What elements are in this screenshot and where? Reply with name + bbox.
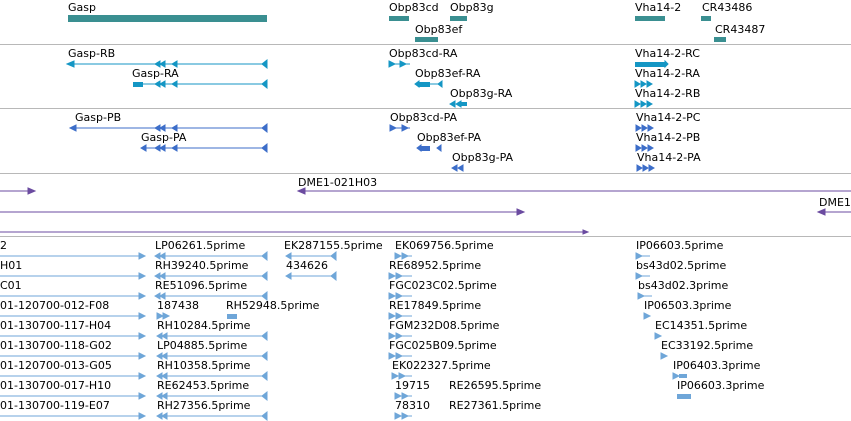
est-label[interactable]: RE26595.5prime — [449, 379, 542, 392]
est-label[interactable]: LP04885.5prime — [157, 339, 248, 352]
est-label[interactable]: RE17849.5prime — [389, 299, 482, 312]
transcript-label[interactable]: Vha14-2-RC — [635, 47, 700, 60]
gene-label[interactable]: Obp83cd — [389, 1, 439, 14]
protein-glyphs — [68, 122, 655, 172]
est-label[interactable]: 01-130700-017-H10 — [0, 379, 112, 392]
est-label[interactable]: RE27361.5prime — [449, 399, 542, 412]
clone-label[interactable]: DME1-021H03 — [298, 176, 378, 189]
gene-label[interactable]: CR43486 — [702, 1, 753, 14]
transcript-label[interactable]: Vha14-2-RB — [635, 87, 701, 100]
est-label[interactable]: bs43d02.3prime — [638, 279, 729, 292]
est-label[interactable]: 01-130700-117-H04 — [0, 319, 112, 332]
clone-label[interactable]: DME1 — [819, 196, 851, 209]
est-label[interactable]: IP06503.3prime — [644, 299, 732, 312]
gene-feature[interactable] — [701, 16, 711, 21]
est-label[interactable]: RH39240.5prime — [155, 259, 249, 272]
est-label[interactable]: RH10358.5prime — [157, 359, 251, 372]
est-label[interactable]: RH52948.5prime — [226, 299, 320, 312]
protein-label[interactable]: Gasp-PB — [75, 111, 122, 124]
est-label[interactable]: 01-120700-012-F08 — [0, 299, 110, 312]
protein-label[interactable]: Obp83g-PA — [452, 151, 514, 164]
protein-label[interactable]: Vha14-2-PA — [637, 151, 701, 164]
est-label[interactable]: EC14351.5prime — [655, 319, 748, 332]
est-label[interactable]: 01-130700-118-G02 — [0, 339, 112, 352]
est-label[interactable]: RH27356.5prime — [157, 399, 251, 412]
est-glyphs — [0, 250, 691, 421]
gene-label[interactable]: CR43487 — [715, 23, 766, 36]
est-label[interactable]: EC33192.5prime — [661, 339, 754, 352]
gene-label[interactable]: Obp83g — [450, 1, 494, 14]
est-label[interactable]: EK069756.5prime — [395, 239, 494, 252]
track-divider — [0, 108, 851, 109]
transcript-label[interactable]: Gasp-RB — [68, 47, 116, 60]
transcript-label[interactable]: Obp83cd-RA — [389, 47, 458, 60]
est-label[interactable]: IP06403.3prime — [673, 359, 761, 372]
protein-label[interactable]: Obp83ef-PA — [417, 131, 482, 144]
est-label[interactable]: LP06261.5prime — [155, 239, 246, 252]
gene-feature[interactable] — [635, 16, 665, 21]
est-label[interactable]: RH10284.5prime — [157, 319, 251, 332]
gene-feature[interactable] — [714, 37, 726, 42]
est-label[interactable]: RE68952.5prime — [389, 259, 482, 272]
gene-feature[interactable] — [389, 16, 409, 21]
transcript-label[interactable]: Vha14-2-RA — [635, 67, 700, 80]
est-label[interactable]: H01 — [0, 259, 23, 272]
est-label[interactable]: 01-120700-013-G05 — [0, 359, 112, 372]
transcript-label[interactable]: Obp83g-RA — [450, 87, 513, 100]
protein-label[interactable]: Vha14-2-PB — [636, 131, 701, 144]
est-label[interactable]: IP06603.5prime — [636, 239, 724, 252]
est-label[interactable]: RE51096.5prime — [155, 279, 248, 292]
gene-feature[interactable] — [68, 15, 267, 22]
est-label[interactable]: FGC023C02.5prime — [389, 279, 497, 292]
est-label[interactable]: EK022327.5prime — [392, 359, 491, 372]
est-label[interactable]: 434626 — [286, 259, 328, 272]
est-label[interactable]: 01-130700-119-E07 — [0, 399, 110, 412]
track-divider — [0, 173, 851, 174]
est-label[interactable]: 2 — [0, 239, 7, 252]
gene-label[interactable]: Vha14-2 — [635, 1, 682, 14]
est-label[interactable]: 19715 — [395, 379, 430, 392]
est-label[interactable]: 187438 — [157, 299, 199, 312]
est-label[interactable]: FGM232D08.5prime — [389, 319, 500, 332]
protein-label[interactable]: Vha14-2-PC — [636, 111, 701, 124]
gene-feature[interactable] — [450, 16, 467, 21]
est-label[interactable]: EK287155.5prime — [284, 239, 383, 252]
gene-label[interactable]: Gasp — [68, 1, 96, 14]
transcript-label[interactable]: Gasp-RA — [132, 67, 179, 80]
gene-feature[interactable] — [415, 37, 438, 42]
protein-label[interactable]: Gasp-PA — [141, 131, 187, 144]
est-label[interactable]: bs43d02.5prime — [636, 259, 727, 272]
clone-glyphs — [0, 187, 851, 235]
est-label[interactable]: FGC025B09.5prime — [389, 339, 497, 352]
est-label[interactable]: IP06603.3prime — [677, 379, 765, 392]
transcript-glyphs — [65, 58, 669, 108]
est-label[interactable]: RE62453.5prime — [157, 379, 250, 392]
est-label[interactable]: C01 — [0, 279, 22, 292]
track-divider — [0, 44, 851, 45]
gene-label[interactable]: Obp83ef — [415, 23, 463, 36]
transcript-label[interactable]: Obp83ef-RA — [415, 67, 481, 80]
protein-label[interactable]: Obp83cd-PA — [390, 111, 458, 124]
track-divider — [0, 236, 851, 237]
est-label[interactable]: 78310 — [395, 399, 430, 412]
